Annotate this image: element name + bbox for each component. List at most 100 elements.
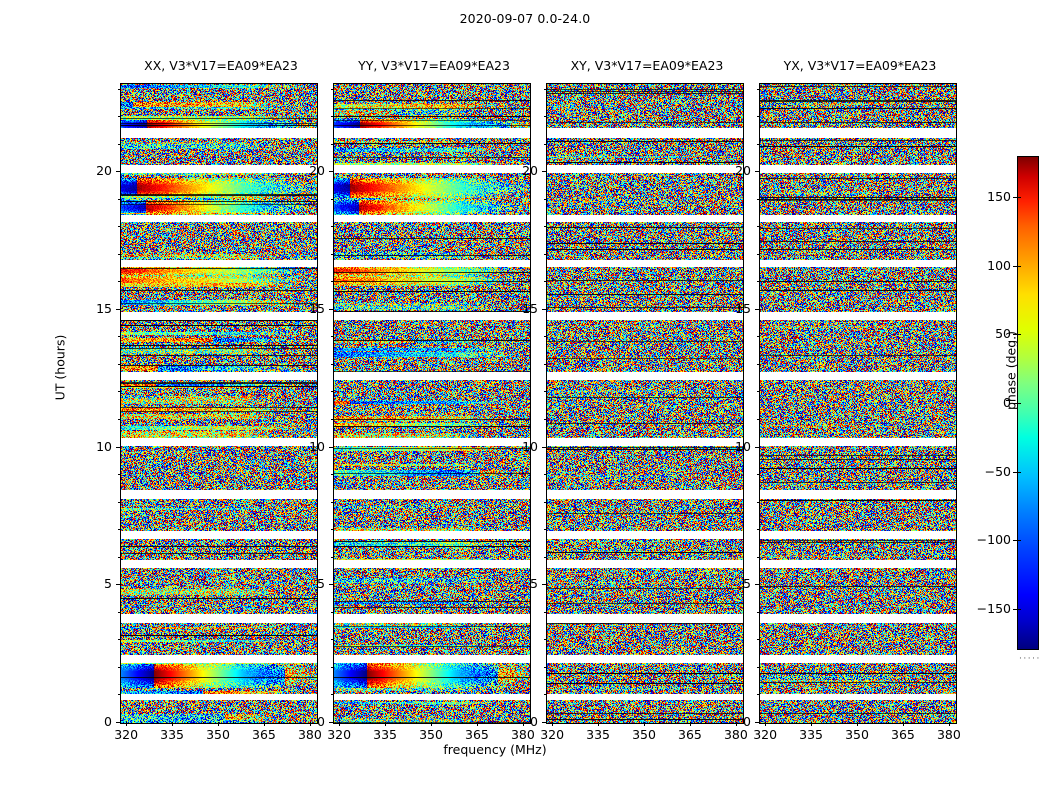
x-tick-label: 335 <box>799 727 823 742</box>
x-tick-label: 335 <box>586 727 610 742</box>
y-axis-label: UT (hours) <box>52 334 68 401</box>
heatmap-panel-yx[interactable] <box>759 83 957 724</box>
y-tick-major <box>329 171 333 173</box>
y-tick-minor <box>757 529 759 531</box>
x-tick-label: 380 <box>936 727 961 742</box>
y-tick-minor <box>757 611 759 613</box>
y-tick-major <box>329 446 333 448</box>
y-tick-minor <box>544 419 546 421</box>
y-tick-label: 20 <box>96 163 112 179</box>
y-tick-minor <box>544 611 546 613</box>
y-tick-label: 10 <box>309 438 325 454</box>
colorbar-overflow-marks: ····· <box>1019 654 1041 664</box>
y-tick-minor <box>544 198 546 200</box>
x-tick-label: 380 <box>297 727 322 742</box>
y-tick-minor <box>757 363 759 365</box>
y-tick-minor <box>544 363 546 365</box>
y-tick-minor <box>118 253 120 255</box>
y-tick-major <box>329 308 333 310</box>
colorbar-tick-mark-inner <box>1017 403 1021 404</box>
x-tick-minor <box>369 722 371 724</box>
x-tick-label: 365 <box>891 727 915 742</box>
x-tick-label: 365 <box>252 727 276 742</box>
y-tick-minor <box>118 611 120 613</box>
y-tick-minor <box>331 143 333 145</box>
y-tick-major <box>755 446 759 448</box>
x-tick-minor <box>202 722 204 724</box>
y-tick-minor <box>544 88 546 90</box>
x-tick-major <box>476 722 478 726</box>
figure-suptitle: 2020-09-07 0.0-24.0 <box>459 11 591 26</box>
colorbar-tick-label: 50 <box>995 326 1011 342</box>
y-tick-label: 0 <box>743 714 751 729</box>
y-tick-minor <box>118 666 120 668</box>
y-tick-minor <box>757 336 759 338</box>
colorbar-tick-mark-inner <box>1017 197 1021 199</box>
y-tick-minor <box>757 474 759 476</box>
x-tick-major <box>765 722 767 726</box>
x-tick-minor <box>567 722 569 724</box>
y-tick-major <box>755 584 759 586</box>
y-tick-minor <box>118 501 120 503</box>
panel-title-yx: YX, V3*V17=EA09*EA23 <box>783 58 937 73</box>
y-tick-minor <box>757 391 759 393</box>
x-tick-major <box>309 722 311 726</box>
y-tick-label: 15 <box>96 300 112 316</box>
y-tick-minor <box>544 474 546 476</box>
x-tick-label: 320 <box>540 727 565 742</box>
x-tick-label: 365 <box>678 727 702 742</box>
y-tick-minor <box>118 529 120 531</box>
y-tick-minor <box>118 281 120 283</box>
x-tick-major <box>948 722 950 726</box>
y-tick-label: 10 <box>96 438 112 454</box>
x-tick-minor <box>354 722 356 724</box>
heatmap-panel-yy[interactable] <box>333 83 531 724</box>
x-tick-label: 380 <box>723 727 748 742</box>
x-tick-major <box>689 722 691 726</box>
y-tick-minor <box>757 88 759 90</box>
y-tick-minor <box>331 281 333 283</box>
y-tick-minor <box>118 694 120 696</box>
y-tick-minor <box>331 639 333 641</box>
colorbar-tick-label: 0 <box>1003 395 1011 410</box>
x-tick-minor <box>415 722 417 724</box>
colorbar-tick-mark <box>1013 471 1017 473</box>
y-tick-minor <box>331 666 333 668</box>
y-tick-minor <box>757 198 759 200</box>
y-tick-major <box>329 722 333 723</box>
colorbar[interactable]: −150 −100 −50 0 50 100 150 phase (deg.) ····· <box>977 156 1039 664</box>
y-tick-minor <box>544 116 546 118</box>
colorbar-tick-mark <box>1013 540 1017 542</box>
y-tick-major <box>755 722 759 723</box>
x-tick-minor <box>187 722 189 724</box>
x-tick-minor <box>492 722 494 724</box>
y-tick-label: 15 <box>309 300 325 316</box>
x-tick-major <box>126 722 128 726</box>
x-tick-minor <box>507 722 509 724</box>
y-tick-major <box>116 308 120 310</box>
y-tick-label: 0 <box>104 714 112 729</box>
x-tick-minor <box>933 722 935 724</box>
colorbar-tick-label: −100 <box>976 532 1011 548</box>
y-tick-minor <box>331 501 333 503</box>
x-tick-minor <box>720 722 722 724</box>
y-tick-label: 10 <box>522 438 538 454</box>
x-tick-label: 320 <box>327 727 352 742</box>
colorbar-tick-mark-inner <box>1017 334 1021 336</box>
y-tick-minor <box>757 666 759 668</box>
y-tick-minor <box>331 198 333 200</box>
x-tick-minor <box>872 722 874 724</box>
colorbar-tick-label: −50 <box>984 463 1011 479</box>
y-tick-label: 20 <box>309 163 325 179</box>
heatmap-panel-xy[interactable] <box>546 83 744 724</box>
y-tick-minor <box>544 666 546 668</box>
x-tick-major <box>172 722 174 726</box>
x-tick-minor <box>674 722 676 724</box>
x-axis-label: frequency (MHz) <box>443 742 547 757</box>
y-tick-minor <box>118 363 120 365</box>
x-tick-minor <box>659 722 661 724</box>
y-tick-minor <box>544 143 546 145</box>
panel-title-yy: YY, V3*V17=EA09*EA23 <box>358 58 510 73</box>
colorbar-tick-mark <box>1013 608 1017 610</box>
heatmap-panel-xx[interactable] <box>120 83 318 724</box>
